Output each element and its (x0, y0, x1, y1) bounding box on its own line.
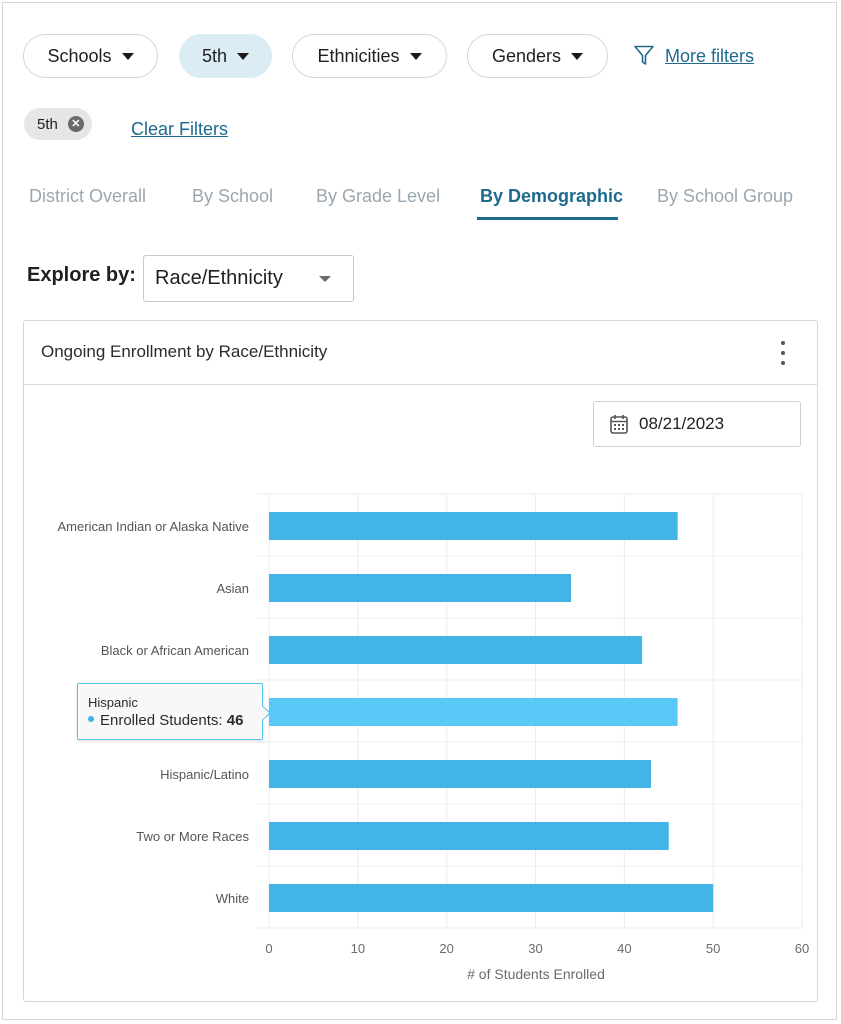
card-title: Ongoing Enrollment by Race/Ethnicity (41, 342, 328, 361)
schools-filter-label: Schools (47, 45, 112, 66)
x-axis-label: # of Students Enrolled (467, 966, 605, 982)
explore-by-value: Race/Ethnicity (155, 267, 283, 289)
chart-tooltip: Hispanic Enrolled Students: 46 (77, 683, 271, 740)
ethnicities-filter-dropdown[interactable]: Ethnicities (292, 34, 447, 78)
bar-two-or-more-races[interactable] (269, 822, 669, 850)
bar-asian[interactable] (269, 574, 572, 602)
bar-american-indian-or-alaska-native[interactable] (269, 512, 678, 540)
grade-filter-label: 5th (201, 45, 228, 66)
clear-filters-link[interactable]: Clear Filters (131, 119, 229, 139)
more-filters-link[interactable]: More filters (665, 46, 755, 66)
caret-down-icon (237, 52, 250, 60)
y-tick-label: American Indian or Alaska Native (58, 519, 249, 534)
y-tick-label: Two or More Races (136, 829, 249, 844)
x-tick-label: 40 (617, 941, 631, 956)
tab-by-school-group[interactable]: By School Group (657, 186, 794, 206)
y-tick-label: Black or African American (101, 643, 249, 658)
tab-by-school[interactable]: By School (192, 186, 274, 206)
ethnicities-filter-label: Ethnicities (317, 45, 400, 66)
calendar-icon (610, 415, 628, 434)
bar-white[interactable] (269, 884, 714, 912)
active-tab-indicator (477, 217, 618, 220)
tab-by-demographic[interactable]: By Demographic (480, 186, 624, 206)
close-circle-icon[interactable]: ✕ (67, 116, 84, 132)
tooltip-title: Hispanic (88, 695, 138, 710)
chip-label: 5th (37, 115, 58, 133)
bar-black-or-african-american[interactable] (269, 636, 643, 664)
x-tick-label: 50 (706, 941, 720, 956)
x-tick-label: 20 (439, 941, 453, 956)
y-tick-label: Hispanic/Latino (160, 767, 249, 782)
card-header: Ongoing Enrollment by Race/Ethnicity (24, 321, 817, 385)
kebab-menu-icon[interactable] (779, 341, 787, 365)
x-tick-label: 10 (351, 941, 365, 956)
x-tick-label: 60 (795, 941, 809, 956)
genders-filter-dropdown[interactable]: Genders (467, 34, 608, 78)
tooltip-line: Enrolled Students: 46 (88, 712, 243, 729)
series-dot-icon (88, 716, 94, 723)
x-tick-label: 30 (528, 941, 542, 956)
bar-hispanic-latino[interactable] (269, 760, 651, 788)
caret-down-icon (319, 276, 331, 282)
y-tick-label: Asian (216, 581, 249, 596)
schools-filter-dropdown[interactable]: Schools (23, 34, 158, 78)
explore-by-select[interactable]: Race/Ethnicity (143, 255, 354, 302)
grade-filter-dropdown[interactable]: 5th (179, 34, 272, 78)
explore-by-label: Explore by: (27, 264, 136, 286)
x-tick-label: 0 (265, 941, 272, 956)
tab-by-grade-level[interactable]: By Grade Level (316, 186, 441, 206)
filter-icon[interactable] (634, 45, 654, 66)
caret-down-icon (571, 52, 584, 60)
enrollment-chart-card: Ongoing Enrollment by Race/Ethnicity (23, 320, 818, 1002)
genders-filter-label: Genders (491, 45, 562, 66)
tooltip-value: 46 (226, 712, 244, 729)
bar-hispanic[interactable] (269, 698, 678, 726)
y-tick-label: White (216, 891, 249, 906)
caret-down-icon (121, 52, 134, 60)
tooltip-label: Enrolled Students: (100, 712, 223, 729)
active-filter-chip[interactable]: 5th ✕ (24, 108, 92, 140)
date-picker[interactable]: 08/21/2023 (593, 401, 801, 447)
date-value: 08/21/2023 (639, 414, 725, 433)
tab-district-overall[interactable]: District Overall (29, 186, 147, 206)
caret-down-icon (409, 52, 422, 60)
